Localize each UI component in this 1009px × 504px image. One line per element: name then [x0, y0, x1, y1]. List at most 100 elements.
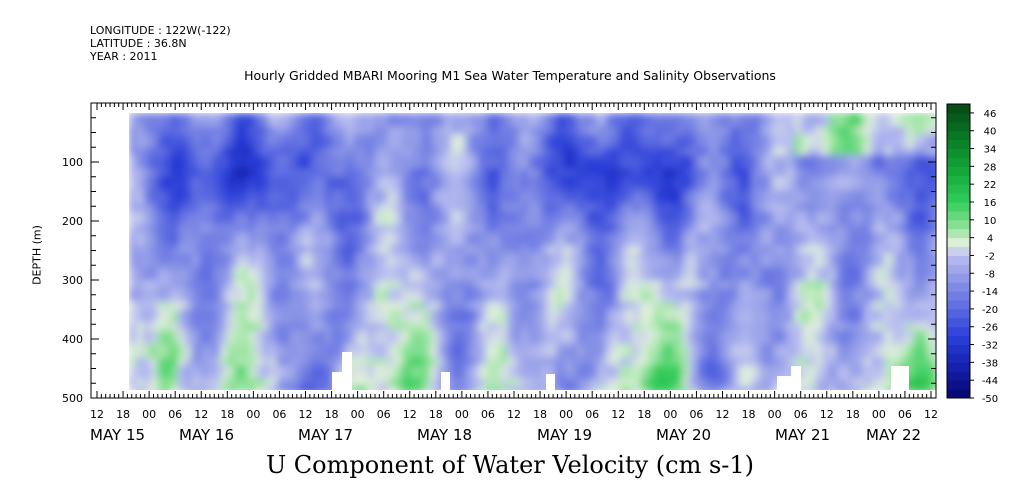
x-day-label: MAY 21: [775, 426, 830, 444]
colorbar-swatch: [947, 300, 970, 310]
colorbar-label: -2: [985, 251, 995, 262]
x-hour-tick-label: 00: [351, 408, 365, 421]
y-tick-label: 300: [62, 274, 83, 287]
colorbar-swatch: [947, 157, 970, 167]
missing-data-block: [441, 372, 450, 390]
colorbar-label: -32: [982, 341, 998, 352]
colorbar-label: 22: [984, 180, 997, 191]
colorbar-swatch: [947, 380, 970, 390]
x-hour-tick-label: 12: [507, 408, 521, 421]
x-day-label: MAY 19: [537, 426, 592, 444]
x-hour-tick-label: 18: [116, 408, 130, 421]
colorbar-swatch: [947, 291, 970, 301]
x-hour-tick-label: 06: [272, 408, 286, 421]
colorbar-swatch: [947, 335, 970, 346]
colorbar-swatch: [947, 112, 970, 123]
x-axis: 12 18 00 06 12 18 00 06 12 18 00 06 12 18 00 06 12 18 00 06…: [90, 103, 938, 444]
colorbar-label: -20: [982, 305, 998, 316]
missing-data-block: [342, 352, 352, 390]
x-hour-tick-label: 06: [377, 408, 391, 421]
chart-title: Hourly Gridded MBARI Mooring M1 Sea Wate…: [244, 68, 776, 83]
colorbar-label: 16: [984, 198, 997, 209]
colorbar-label: -38: [982, 358, 998, 369]
x-hour-tick-label: 12: [403, 408, 417, 421]
x-hour-tick-label: 06: [689, 408, 703, 421]
x-hour-tick-label: 06: [481, 408, 495, 421]
colorbar-swatch: [947, 344, 970, 354]
colorbar-swatch: [947, 246, 970, 256]
x-hour-tick-label: 06: [794, 408, 808, 421]
colorbar-label: -26: [982, 323, 998, 334]
colorbar-swatch: [947, 273, 970, 283]
x-day-label: MAY 16: [179, 426, 234, 444]
x-hour-tick-label: 12: [194, 408, 208, 421]
x-hour-tick-label: 00: [455, 408, 469, 421]
x-hour-tick-label: 18: [637, 408, 651, 421]
colorbar-swatch: [947, 371, 970, 381]
x-hour-tick-label: 12: [820, 408, 834, 421]
colorbar-swatch: [947, 139, 970, 150]
longitude-label: LONGITUDE : 122W(-122): [90, 24, 231, 37]
x-hour-tick-label: 12: [924, 408, 938, 421]
colorbar-swatch: [947, 104, 970, 114]
y-tick-label: 500: [62, 392, 83, 405]
x-hour-tick-label: 06: [898, 408, 912, 421]
colorbar-swatch: [947, 264, 970, 274]
colorbar-swatch: [947, 389, 970, 399]
colorbar-swatch: [947, 326, 970, 337]
heatmap-field: [129, 113, 936, 390]
colorbar-swatch: [947, 255, 970, 265]
x-hour-tick-label: 00: [559, 408, 573, 421]
colorbar-label: 34: [984, 145, 997, 156]
x-hour-tick-label: 12: [299, 408, 313, 421]
colorbar-swatch: [947, 148, 970, 158]
x-day-label: MAY 17: [298, 426, 353, 444]
colorbar-label: 4: [987, 234, 993, 245]
colorbar-swatch: [947, 228, 970, 239]
latitude-label: LATITUDE : 36.8N: [90, 37, 187, 50]
missing-data-block: [891, 366, 909, 390]
colorbar-swatch: [947, 175, 970, 185]
colorbar-label: -50: [982, 394, 998, 405]
x-hour-tick-label: 12: [716, 408, 730, 421]
y-axis: 100 200 300 400 500: [62, 117, 936, 405]
colorbar-swatch: [947, 308, 970, 319]
y-tick-label: 200: [62, 215, 83, 228]
colorbar-label: 46: [984, 109, 997, 120]
x-hour-tick-label: 00: [246, 408, 260, 421]
x-hour-tick-label: 12: [90, 408, 104, 421]
x-day-label: MAY 15: [90, 426, 145, 444]
colorbar-label: 40: [984, 127, 997, 138]
colorbar-label: -14: [982, 287, 998, 298]
x-hour-tick-label: 00: [142, 408, 156, 421]
colorbar-swatch: [947, 121, 970, 132]
colorbar-label: -44: [982, 376, 998, 387]
x-hour-tick-label: 18: [846, 408, 860, 421]
y-tick-label: 100: [62, 156, 83, 169]
colorbar-swatch: [947, 219, 970, 230]
x-hour-tick-label: 18: [742, 408, 756, 421]
missing-data-block: [791, 366, 801, 390]
x-hour-tick-label: 18: [220, 408, 234, 421]
colorbar-swatch: [947, 282, 970, 292]
colorbar-swatch: [947, 210, 970, 221]
missing-data-block: [546, 374, 555, 390]
missing-data-block: [332, 372, 342, 390]
year-label: YEAR : 2011: [90, 50, 158, 63]
x-hour-tick-label: 18: [429, 408, 443, 421]
colorbar-swatch: [947, 317, 970, 328]
x-hour-tick-label: 00: [768, 408, 782, 421]
colorbar-swatch: [947, 202, 970, 212]
colorbar-swatch: [947, 193, 970, 203]
x-day-label: MAY 22: [866, 426, 921, 444]
colorbar-swatch: [947, 362, 970, 372]
x-hour-tick-label: 00: [872, 408, 886, 421]
x-hour-tick-label: 18: [533, 408, 547, 421]
x-hour-tick-label: 06: [168, 408, 182, 421]
colorbar-label: 28: [984, 162, 997, 173]
x-hour-tick-label: 06: [585, 408, 599, 421]
x-day-label: MAY 18: [417, 426, 472, 444]
colorbar-swatch: [947, 184, 970, 194]
x-hour-tick-label: 18: [325, 408, 339, 421]
x-hour-tick-label: 12: [611, 408, 625, 421]
